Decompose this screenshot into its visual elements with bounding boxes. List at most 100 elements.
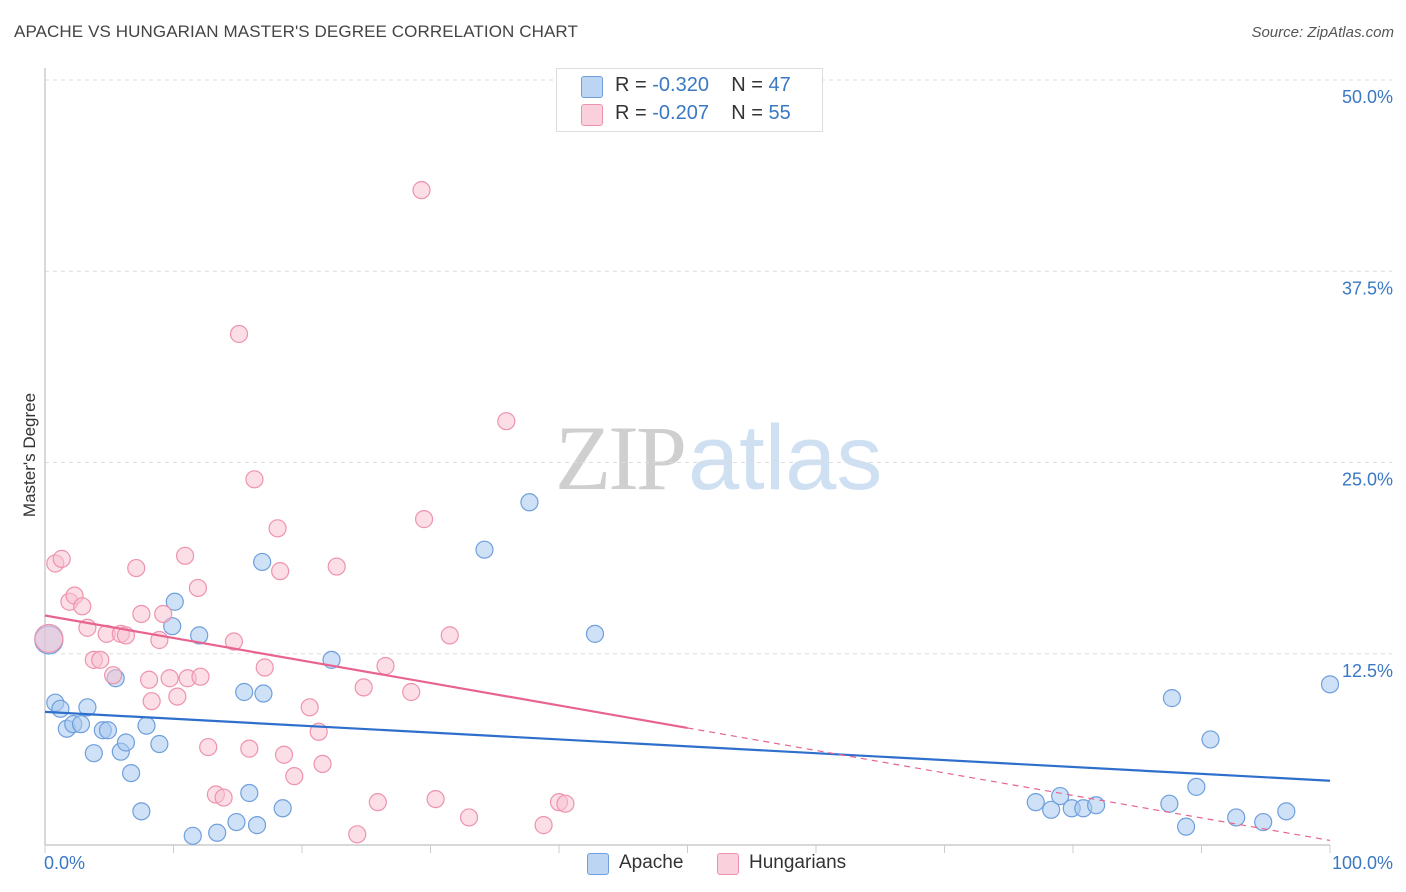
hungarian-legend-swatch [717, 853, 739, 875]
hungarian-point [313, 754, 332, 774]
y-tick-label: 37.5% [1342, 278, 1393, 298]
hungarian-n-label: N = [731, 102, 769, 124]
hungarian-trend-line [44, 614, 688, 730]
apache-point [1162, 689, 1182, 708]
hungarian-swatch [581, 104, 603, 126]
hungarian-n-value: 55 [768, 102, 791, 124]
apache-legend-swatch [587, 853, 609, 875]
apache-point [254, 684, 273, 703]
apache-point [71, 715, 91, 734]
hungarian-point [327, 557, 346, 576]
source-label: Source: ZipAtlas.com [1251, 24, 1394, 41]
apache-point [1160, 794, 1179, 813]
apache-point [190, 626, 209, 645]
apache-point [227, 812, 246, 832]
apache-point [1227, 808, 1246, 827]
apache-point [253, 552, 272, 572]
hungarian-point [300, 698, 319, 717]
hungarian-point [402, 682, 421, 702]
hungarian-point [91, 650, 110, 669]
apache-point [247, 816, 267, 835]
hungarian-point [73, 597, 92, 616]
apache-point [1277, 802, 1296, 821]
hungarian-point [426, 789, 445, 809]
hungarian-legend-label: Hungarians [749, 852, 847, 873]
hungarian-point [160, 669, 179, 688]
hungarian-point [34, 623, 64, 654]
apache-point [240, 783, 259, 803]
y-tick-label: 12.5% [1342, 661, 1393, 681]
apache-n-value: 47 [768, 74, 791, 96]
hungarian-point [368, 793, 387, 812]
x-tick-label: 100.0% [1332, 853, 1393, 873]
hungarian-point [142, 692, 161, 711]
hungarian-point [414, 510, 434, 529]
apache-point [137, 716, 156, 735]
hungarian-point [175, 546, 195, 565]
apache-point [1051, 786, 1070, 806]
apache-point [165, 592, 184, 611]
apache-legend-label: Apache [619, 852, 684, 873]
hungarian-point [191, 667, 210, 686]
hungarian-point [214, 788, 233, 807]
apache-point [1176, 817, 1196, 836]
apache-point [208, 823, 227, 842]
x-tick-label: 0.0% [44, 853, 85, 873]
hungarian-point [224, 632, 243, 651]
y-tick-label: 25.0% [1342, 470, 1393, 490]
hungarian-point [168, 687, 187, 706]
y-axis-label: Master's Degree [20, 392, 39, 518]
hungarian-point [354, 678, 373, 697]
apache-point [121, 763, 141, 783]
correlation-legend: R = -0.320 N = 47 R = -0.207 N = 55 [556, 68, 823, 132]
hungarian-point [154, 604, 173, 624]
hungarian-r-value: -0.207 [652, 102, 709, 124]
apache-n-label: N = [731, 74, 769, 96]
hungarian-point [52, 549, 71, 568]
hungarian-trend-extension [687, 727, 1331, 842]
apache-swatch [581, 76, 603, 98]
apache-point [98, 721, 118, 740]
apache-point [1026, 793, 1045, 812]
hungarian-point [139, 670, 159, 689]
hungarian-point [274, 745, 294, 764]
apache-point [78, 698, 97, 717]
hungarian-point [534, 816, 553, 835]
hungarian-point [459, 808, 479, 827]
hungarian-point [268, 519, 287, 538]
hungarian-point [285, 767, 304, 786]
apache-point [1201, 730, 1220, 749]
apache-trend-line [44, 710, 1331, 782]
hungarian-point [127, 558, 146, 578]
apache-point [183, 826, 202, 845]
watermark: ZIPatlas [555, 405, 882, 511]
watermark-atlas: atlas [688, 407, 883, 509]
apache-point [1320, 675, 1340, 694]
apache-point [585, 624, 605, 643]
hungarian-point [440, 626, 459, 645]
apache-point [1042, 800, 1061, 819]
apache-point [150, 734, 169, 754]
hungarian-point [412, 181, 431, 200]
apache-point [475, 540, 494, 559]
apache-point [235, 682, 254, 702]
apache-point [132, 802, 151, 821]
hungarian-r-label: R = [615, 102, 653, 124]
hungarian-point [556, 794, 575, 813]
hungarian-point [229, 324, 249, 344]
y-tick-label: 50.0% [1342, 87, 1393, 107]
hungarian-point [199, 737, 218, 757]
apache-point [51, 699, 70, 718]
hungarian-point [104, 666, 123, 685]
hungarian-point [348, 825, 367, 844]
hungarian-point [255, 658, 274, 677]
apache-point [520, 493, 539, 512]
hungarian-point [132, 604, 151, 624]
apache-r-value: -0.320 [652, 74, 709, 96]
hungarian-point [271, 562, 290, 581]
hungarian-point [245, 470, 264, 489]
apache-point [163, 617, 182, 636]
hungarian-point [376, 656, 395, 676]
hungarian-point [240, 739, 259, 758]
